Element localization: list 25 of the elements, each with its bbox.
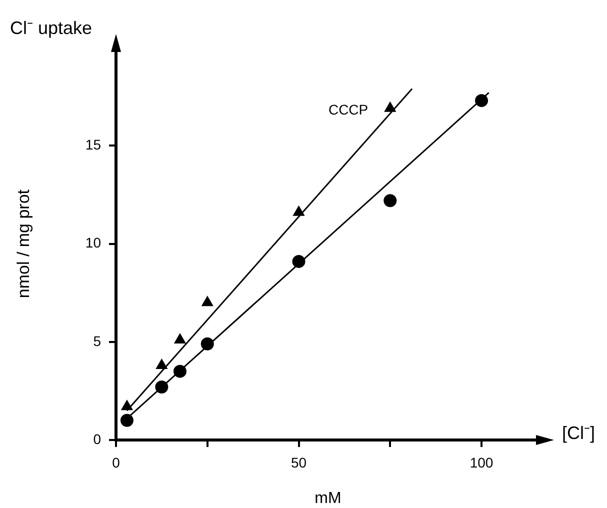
y-tick-label: 15: [85, 136, 102, 153]
x-tick-label: 100: [470, 454, 494, 470]
point: [173, 364, 186, 378]
series-label: CCCP: [328, 101, 368, 118]
x-axis-title: mM: [314, 490, 342, 507]
point: [384, 194, 397, 208]
text: [Cl⁻]: [562, 422, 595, 443]
point: [200, 337, 214, 350]
y-tick-label: 0: [93, 430, 102, 447]
x-tick-label: 50: [290, 454, 307, 470]
point: [384, 102, 396, 112]
point: [155, 380, 168, 394]
point: [121, 400, 133, 410]
point: [475, 94, 488, 108]
y-tick-label: 10: [85, 234, 102, 251]
point: [292, 254, 306, 268]
point: [293, 206, 304, 216]
point: [202, 296, 214, 306]
x-tick-label: 0: [112, 454, 120, 470]
y-tick-label: 5: [93, 332, 102, 349]
chart-title: Cl⁻ uptake: [10, 18, 92, 38]
point: [156, 358, 168, 369]
y-axis-title: nmol / mg prot: [14, 189, 33, 298]
point: [174, 333, 186, 344]
point: [120, 414, 134, 427]
